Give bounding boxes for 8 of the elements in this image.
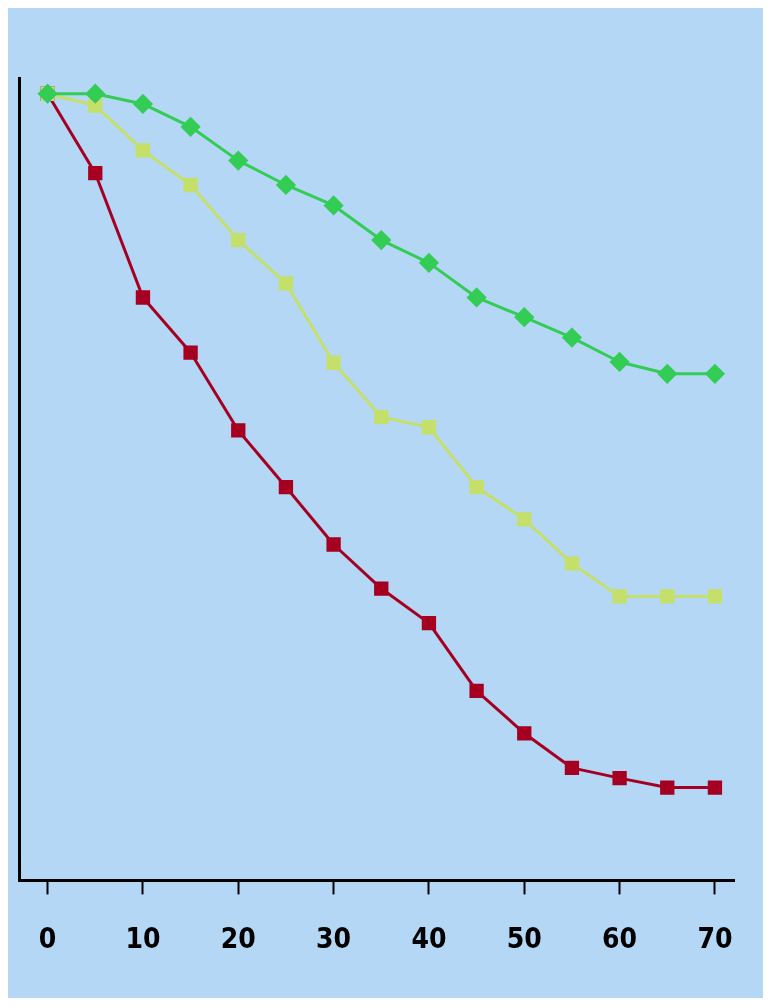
x-tick-label: 30 <box>316 922 352 956</box>
x-tick-label: 20 <box>220 922 256 956</box>
x-tick-label: 60 <box>602 922 638 956</box>
x-tick-label: 0 <box>38 922 57 956</box>
x-tick-label: 50 <box>506 922 542 956</box>
x-tick-label: 70 <box>697 922 733 956</box>
x-tick-label: 40 <box>411 922 447 956</box>
x-tick-label: 10 <box>125 922 161 956</box>
